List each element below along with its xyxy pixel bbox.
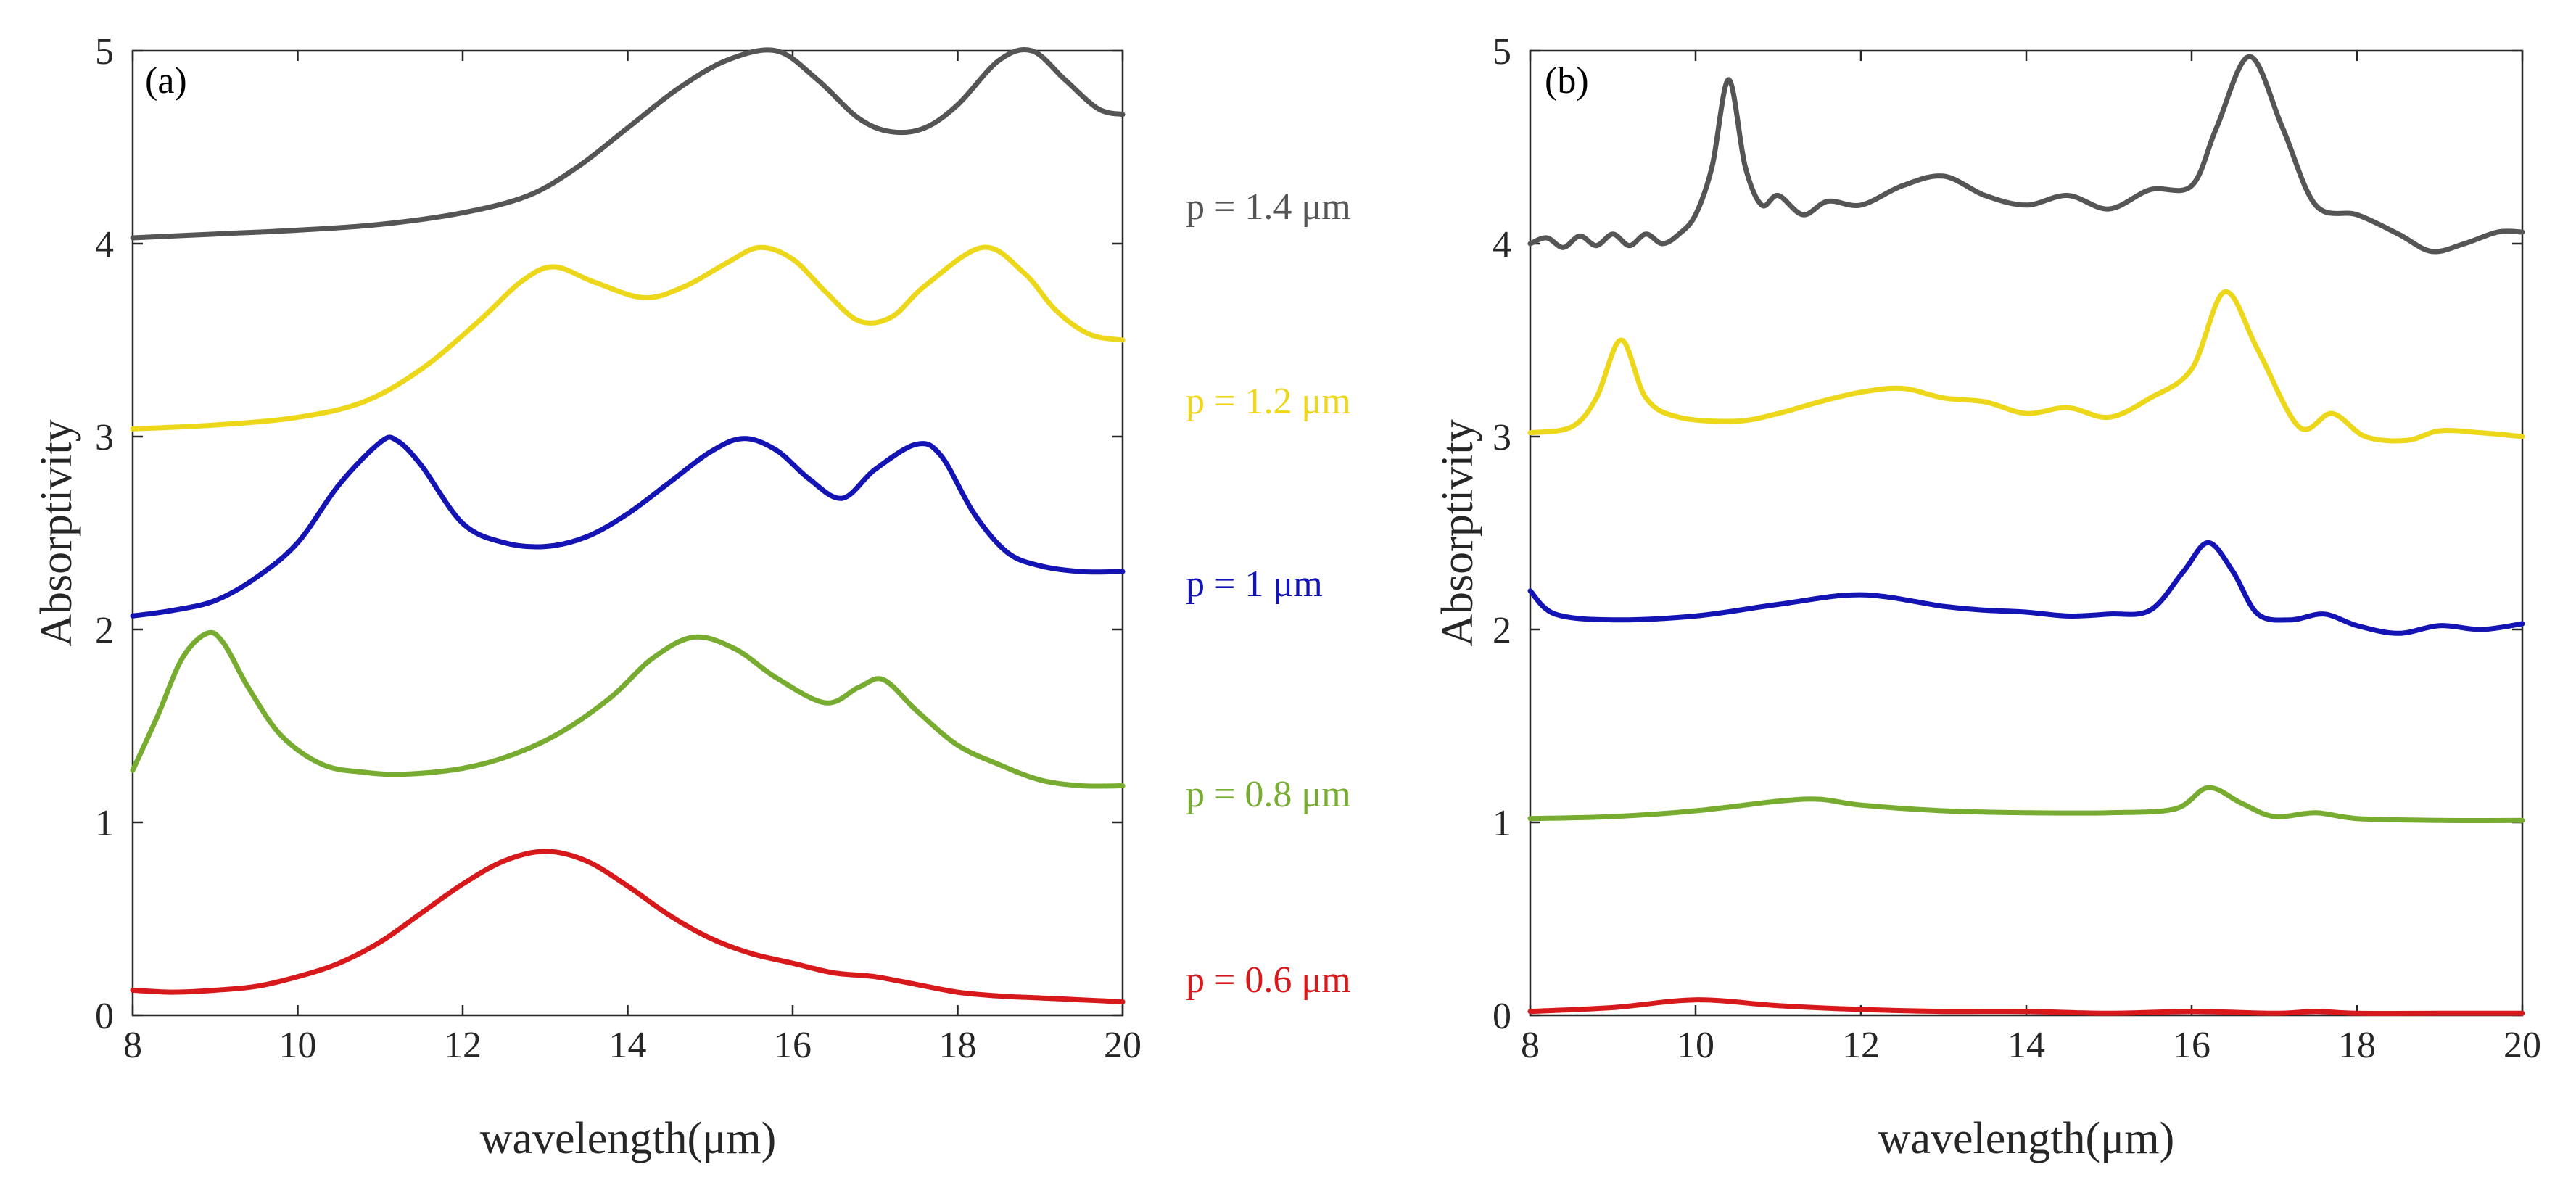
x-tick-label-a-2: 12 xyxy=(444,1025,482,1066)
y-axis-label-b: Absorptivity xyxy=(1433,419,1482,646)
x-tick-label-a-1: 10 xyxy=(279,1025,317,1066)
panel-label-a: (a) xyxy=(145,60,187,102)
x-tick-label-a-3: 14 xyxy=(609,1025,647,1066)
y-tick-label-b-0: 0 xyxy=(1493,996,1511,1037)
y-tick-label-a-2: 2 xyxy=(95,610,114,651)
series-line-b-1 xyxy=(1527,785,2525,824)
y-tick-label-b-1: 1 xyxy=(1493,803,1511,844)
legend-label-p06: p = 0.6 μm xyxy=(1186,959,1351,1001)
y-tick-label-a-0: 0 xyxy=(95,996,114,1037)
x-tick-label-b-3: 14 xyxy=(2007,1025,2045,1066)
y-tick-label-b-2: 2 xyxy=(1493,610,1511,651)
series-line-a-0 xyxy=(130,849,1126,1004)
axes-box-b xyxy=(1529,49,2524,1017)
x-tick-label-b-1: 10 xyxy=(1677,1025,1714,1066)
x-tick-label-b-2: 12 xyxy=(1842,1025,1880,1066)
x-tick-label-b-6: 20 xyxy=(2503,1025,2541,1066)
x-tick-label-a-4: 16 xyxy=(774,1025,812,1066)
series-line-b-2 xyxy=(1527,540,2525,636)
y-axis-label-a: Absorptivity xyxy=(32,419,81,646)
x-tick-label-a-6: 20 xyxy=(1104,1025,1142,1066)
series-line-a-1 xyxy=(130,629,1126,789)
x-axis-label-b: wavelength(μm) xyxy=(1878,1114,2175,1163)
series-line-b-4 xyxy=(1527,54,2525,255)
axes-box-a xyxy=(131,49,1124,1017)
y-tick-label-b-4: 4 xyxy=(1493,224,1511,265)
x-axis-label-a: wavelength(μm) xyxy=(480,1114,777,1163)
y-tick-label-a-1: 1 xyxy=(95,803,114,844)
series-line-b-0 xyxy=(1527,997,2525,1017)
series-line-a-2 xyxy=(130,434,1126,619)
panel-label-b: (b) xyxy=(1545,60,1589,102)
x-tick-label-b-4: 16 xyxy=(2173,1025,2210,1066)
series-a xyxy=(130,46,1126,1004)
series-line-a-4 xyxy=(130,46,1126,241)
series-line-b-3 xyxy=(1527,289,2525,444)
y-tick-label-b-3: 3 xyxy=(1493,417,1511,458)
series-line-a-3 xyxy=(130,244,1126,432)
y-tick-label-a-4: 4 xyxy=(95,224,114,265)
x-tick-label-a-5: 18 xyxy=(939,1025,977,1066)
legend-label-p12: p = 1.2 μm xyxy=(1186,381,1351,422)
x-tick-label-b-0: 8 xyxy=(1521,1025,1540,1066)
series-b xyxy=(1527,54,2525,1017)
y-tick-label-a-5: 5 xyxy=(95,31,114,73)
legend-label-p10: p = 1 μm xyxy=(1186,563,1323,605)
y-tick-label-a-3: 3 xyxy=(95,417,114,458)
x-tick-label-a-0: 8 xyxy=(123,1025,142,1066)
legend-label-p08: p = 0.8 μm xyxy=(1186,774,1351,815)
x-tick-label-b-5: 18 xyxy=(2338,1025,2376,1066)
legend-label-p14: p = 1.4 μm xyxy=(1186,186,1351,228)
y-tick-label-b-5: 5 xyxy=(1493,31,1511,73)
